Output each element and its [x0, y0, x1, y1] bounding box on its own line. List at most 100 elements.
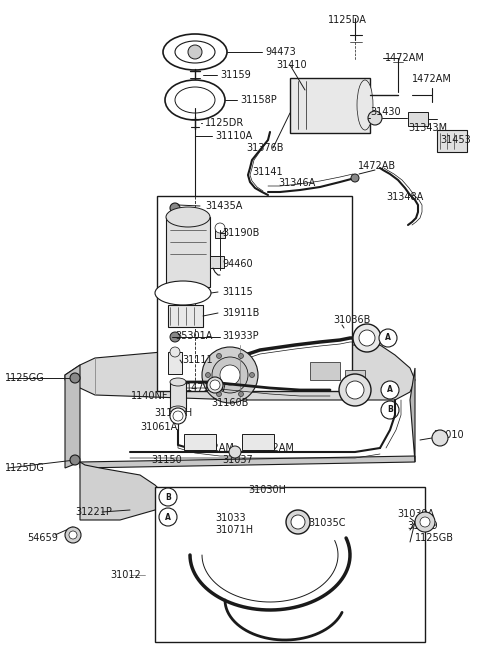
Circle shape	[70, 373, 80, 383]
Polygon shape	[65, 365, 80, 468]
Text: 13336: 13336	[340, 388, 371, 398]
Circle shape	[291, 515, 305, 529]
Polygon shape	[410, 368, 415, 462]
Text: 31037: 31037	[222, 455, 253, 465]
Circle shape	[210, 380, 220, 390]
Bar	[290, 78, 370, 133]
Ellipse shape	[357, 80, 373, 130]
Circle shape	[220, 365, 240, 385]
Bar	[155, 487, 425, 642]
Circle shape	[286, 510, 310, 534]
Text: 35301A: 35301A	[175, 331, 212, 341]
Circle shape	[170, 203, 180, 213]
Text: 31030H: 31030H	[248, 485, 286, 495]
Bar	[242, 434, 274, 450]
Text: 1472AM: 1472AM	[195, 443, 235, 453]
Circle shape	[381, 381, 399, 399]
Text: 1472AM: 1472AM	[385, 53, 425, 63]
Circle shape	[346, 381, 364, 399]
Ellipse shape	[166, 207, 210, 227]
Bar	[408, 112, 428, 126]
Circle shape	[69, 531, 77, 539]
Circle shape	[229, 446, 241, 458]
Text: 31376B: 31376B	[246, 143, 284, 153]
Text: 31155H: 31155H	[154, 408, 192, 418]
Text: B: B	[165, 493, 171, 502]
Circle shape	[216, 354, 221, 358]
Circle shape	[65, 527, 81, 543]
Bar	[310, 362, 340, 380]
Ellipse shape	[165, 80, 225, 120]
Ellipse shape	[163, 34, 227, 70]
Text: 31430: 31430	[370, 107, 401, 117]
Ellipse shape	[175, 87, 215, 113]
Circle shape	[359, 330, 375, 346]
Ellipse shape	[170, 406, 186, 414]
Circle shape	[250, 373, 254, 377]
Text: 1140NF: 1140NF	[131, 391, 168, 401]
Text: 1472AB: 1472AB	[358, 161, 396, 171]
Text: 31110A: 31110A	[215, 131, 252, 141]
Text: 1125GG: 1125GG	[5, 373, 45, 383]
Circle shape	[216, 392, 221, 396]
Circle shape	[239, 392, 243, 396]
Text: 31160B: 31160B	[211, 398, 248, 408]
Circle shape	[432, 430, 448, 446]
Text: 31221P: 31221P	[75, 507, 112, 517]
Text: 1472AM: 1472AM	[255, 443, 295, 453]
Bar	[210, 256, 224, 268]
Text: 31911B: 31911B	[222, 308, 259, 318]
Circle shape	[159, 488, 177, 506]
Circle shape	[173, 411, 183, 421]
Circle shape	[379, 329, 397, 347]
Circle shape	[159, 508, 177, 526]
Text: 31061A: 31061A	[140, 422, 177, 432]
Text: 31111: 31111	[182, 355, 213, 365]
Text: 31035C: 31035C	[308, 518, 346, 528]
Text: 31453: 31453	[440, 135, 471, 145]
Circle shape	[239, 354, 243, 358]
Circle shape	[215, 223, 225, 233]
Polygon shape	[80, 462, 165, 520]
Text: 31158P: 31158P	[240, 95, 277, 105]
Circle shape	[202, 347, 258, 403]
Text: 1125DG: 1125DG	[5, 463, 45, 473]
Text: 31010: 31010	[433, 430, 464, 440]
Bar	[345, 370, 365, 382]
Text: 31190B: 31190B	[222, 228, 259, 238]
Text: 31348A: 31348A	[386, 192, 423, 202]
Text: 31933P: 31933P	[222, 331, 259, 341]
Text: 31033: 31033	[215, 513, 246, 523]
Text: 1471CW: 1471CW	[186, 383, 227, 393]
Text: 31071H: 31071H	[215, 525, 253, 535]
Text: A: A	[385, 333, 391, 343]
Circle shape	[351, 174, 359, 182]
Ellipse shape	[170, 378, 186, 386]
Bar	[168, 305, 203, 327]
Bar	[168, 352, 182, 374]
Circle shape	[188, 45, 202, 59]
Text: 31343M: 31343M	[408, 123, 447, 133]
Text: 31036B: 31036B	[333, 315, 371, 325]
Circle shape	[353, 324, 381, 352]
Circle shape	[70, 455, 80, 465]
Text: 31410: 31410	[276, 60, 307, 70]
Text: 31039A: 31039A	[397, 509, 434, 519]
Circle shape	[420, 517, 430, 527]
Bar	[170, 382, 186, 410]
Circle shape	[212, 357, 248, 393]
Text: A: A	[165, 512, 171, 521]
Text: 31346A: 31346A	[278, 178, 315, 188]
Text: 94473: 94473	[265, 47, 296, 57]
Bar	[157, 196, 352, 391]
Text: 31141: 31141	[252, 167, 283, 177]
Circle shape	[170, 332, 180, 342]
Text: B: B	[387, 405, 393, 415]
Text: 31435A: 31435A	[205, 201, 242, 211]
Text: 1125DA: 1125DA	[328, 15, 367, 25]
Text: A: A	[387, 386, 393, 394]
Polygon shape	[65, 345, 415, 400]
Circle shape	[415, 512, 435, 532]
Bar	[437, 130, 467, 152]
Circle shape	[381, 401, 399, 419]
